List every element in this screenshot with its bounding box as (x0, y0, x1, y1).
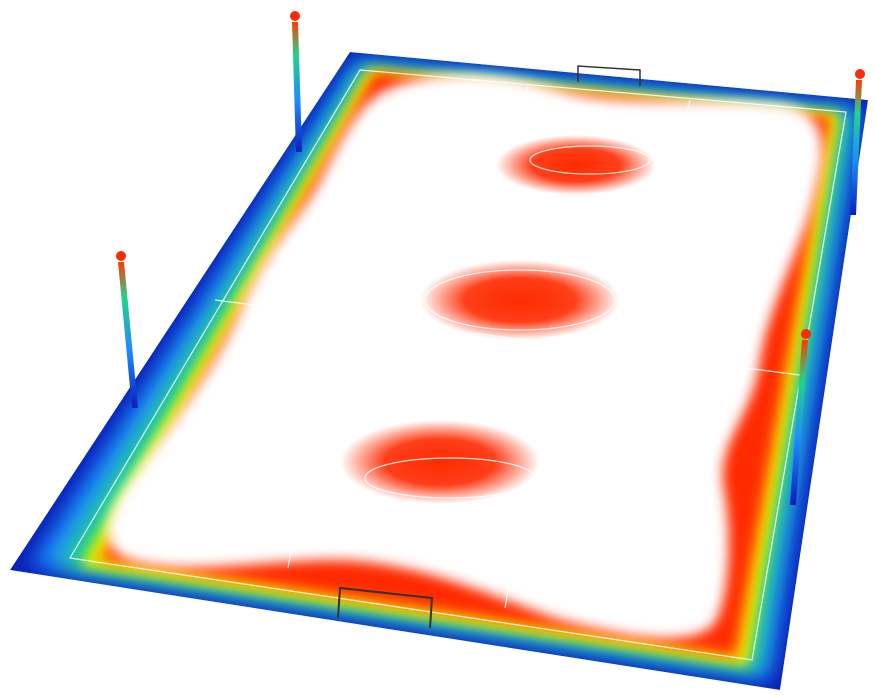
penalty-arc-bottom (364, 457, 536, 499)
floodlight-pole-icon (850, 69, 865, 215)
hotspot-bottom (340, 420, 540, 504)
centre-circle (424, 269, 616, 331)
halfway-line (214, 299, 801, 376)
penalty-arc-top (529, 145, 651, 175)
goal-frame-icon (577, 65, 641, 86)
pitch-markings (69, 69, 847, 661)
floodlight-pole-icon (790, 329, 811, 505)
floodlight-pole-icon (116, 251, 138, 408)
floodlight-pole-icon (290, 11, 302, 152)
touchline (69, 69, 847, 661)
illuminance-heatmap (10, 52, 868, 690)
hotspot-top (496, 135, 656, 195)
goal-frame-icon (337, 586, 434, 629)
hotspot-center (420, 260, 620, 340)
heat-layer-peak (107, 74, 823, 639)
penalty-box-top (519, 85, 691, 143)
penalty-box-bottom (287, 499, 521, 609)
